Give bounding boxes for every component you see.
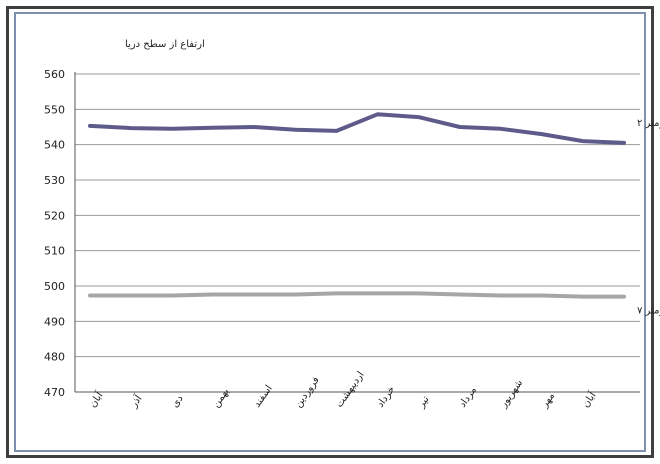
x-tick-label: مرداد <box>457 385 479 410</box>
x-tick-label: شهریور <box>498 378 526 411</box>
axes <box>74 72 640 393</box>
x-tick-label: آبان <box>86 388 106 410</box>
x-tick-label: اردیبهشت <box>334 370 367 410</box>
y-tick-label: 520 <box>44 209 65 222</box>
series-line <box>88 291 626 299</box>
series-labels: پیزومتر ۲ پیزومتر ۷ <box>637 118 660 317</box>
series-label: پیزومتر ۲ <box>637 118 660 129</box>
y-tick-label: 540 <box>44 139 65 152</box>
y-tick-label: 530 <box>44 174 65 187</box>
x-tick-label: بهمن <box>211 386 232 409</box>
chart-outer-frame <box>6 6 654 458</box>
x-tick-label: آذر <box>126 391 145 410</box>
x-tick-label: آبان <box>579 388 599 410</box>
x-tick-label: اسفند <box>252 383 275 409</box>
x-tick-label: خرداد <box>375 384 397 409</box>
series-label: پیزومتر ۷ <box>637 306 660 317</box>
x-tick-label: مهر <box>539 391 557 411</box>
y-tick-label: 480 <box>44 351 65 364</box>
x-tick-labels: آبان آذر دی بهمن اسفند فروردین اردیبهشت خرداد تی… <box>86 370 599 411</box>
series-lines <box>88 112 626 299</box>
y-tick-label: 560 <box>44 68 65 81</box>
x-tick-label: دی <box>170 393 186 409</box>
x-tick-label: تیر <box>415 394 431 411</box>
series-line <box>88 112 626 145</box>
y-tick-label: 470 <box>44 386 65 399</box>
y-tick-label: 550 <box>44 103 65 116</box>
y-axis-title: ارتفاع از سطح دریا <box>125 39 205 50</box>
gridlines <box>75 73 640 358</box>
y-tick-label: 510 <box>44 245 65 258</box>
y-tick-label: 500 <box>44 280 65 293</box>
chart-inner-frame <box>14 12 646 452</box>
y-tick-labels: 470 480 490 500 510 520 530 540 550 560 <box>44 68 65 399</box>
y-tick-label: 490 <box>44 315 65 328</box>
